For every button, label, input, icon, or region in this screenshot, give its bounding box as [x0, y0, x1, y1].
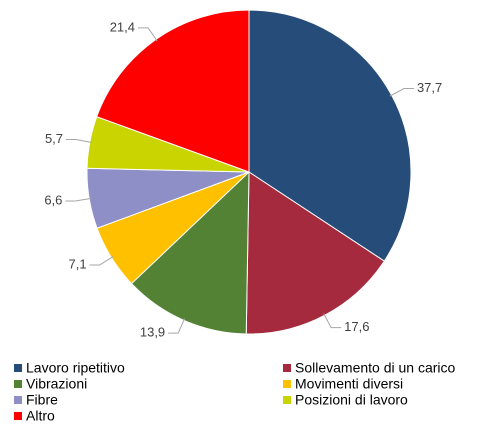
- legend-swatch: [283, 364, 291, 372]
- legend-swatch: [283, 380, 291, 388]
- legend-swatch: [14, 412, 22, 420]
- legend-label: Fibre: [26, 392, 58, 408]
- leader-line: [323, 313, 342, 329]
- data-label: 5,7: [45, 131, 63, 146]
- leader-line: [389, 88, 414, 97]
- data-label: 7,1: [69, 256, 87, 271]
- data-label: 13,9: [140, 325, 165, 340]
- legend-label: Vibrazioni: [26, 376, 87, 392]
- legend-label: Posizioni di lavoro: [295, 392, 408, 408]
- legend-label: Altro: [26, 408, 55, 424]
- data-label: 37,7: [417, 80, 442, 95]
- legend-swatch: [14, 380, 22, 388]
- legend-swatch: [283, 396, 291, 404]
- legend-label: Movimenti diversi: [295, 376, 403, 392]
- leader-line: [168, 318, 186, 334]
- legend-swatch: [14, 396, 22, 404]
- leader-line: [65, 197, 92, 202]
- data-label: 21,4: [110, 19, 135, 34]
- leader-line: [89, 256, 114, 266]
- data-label: 6,6: [44, 192, 62, 207]
- legend-swatch: [14, 364, 22, 372]
- leader-line: [138, 27, 158, 42]
- legend-label: Lavoro ripetitivo: [26, 360, 125, 376]
- leader-line: [66, 139, 92, 143]
- data-label: 17,6: [344, 319, 369, 334]
- legend-label: Sollevamento di un carico: [295, 360, 456, 376]
